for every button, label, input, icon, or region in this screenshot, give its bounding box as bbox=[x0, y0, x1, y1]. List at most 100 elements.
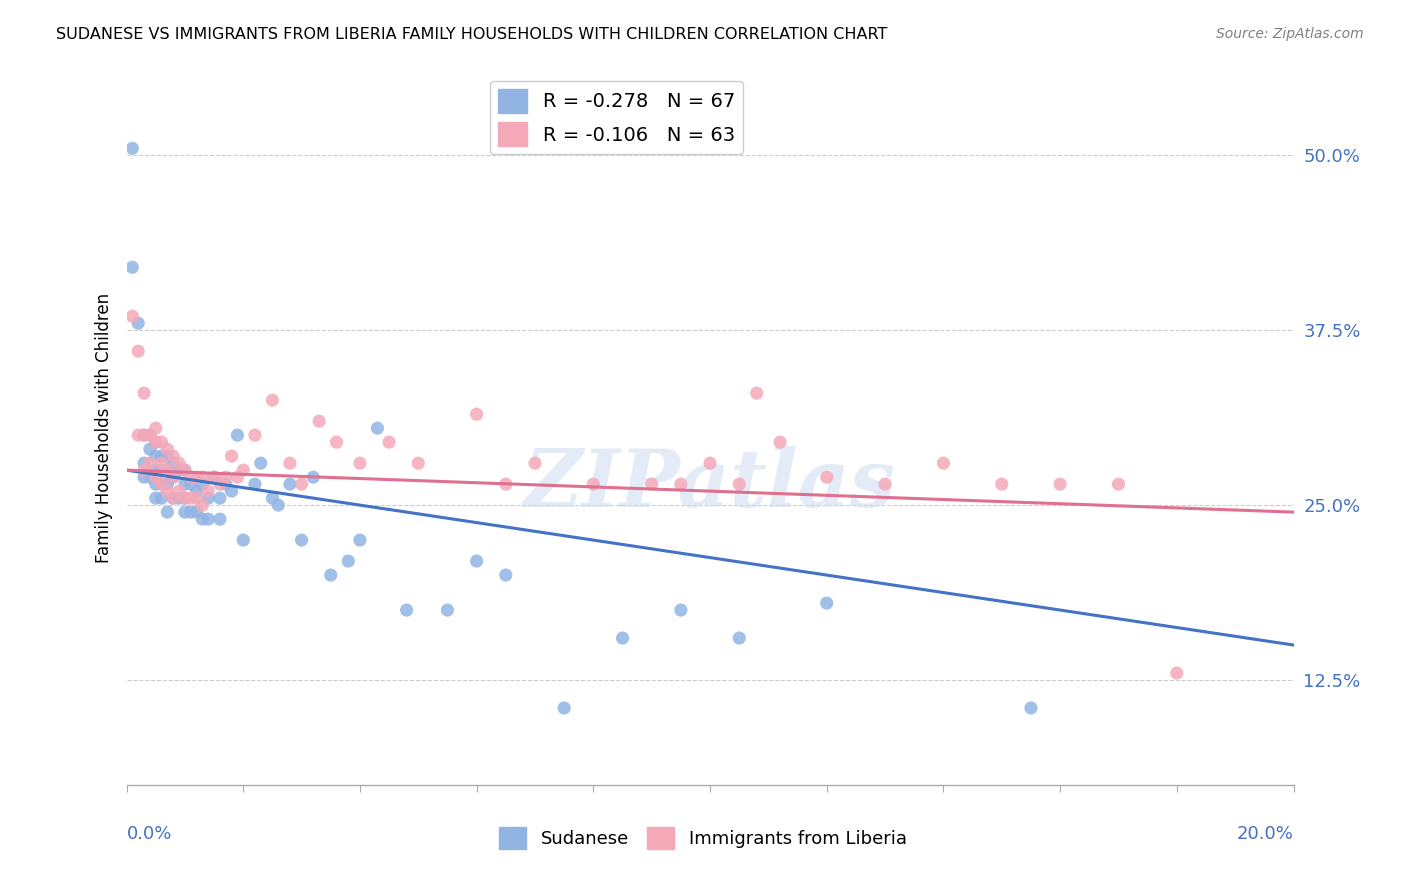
Legend: R = -0.278   N = 67, R = -0.106   N = 63: R = -0.278 N = 67, R = -0.106 N = 63 bbox=[491, 81, 742, 153]
Point bbox=[156, 477, 179, 491]
Point bbox=[191, 512, 214, 526]
Point bbox=[932, 456, 955, 470]
Point bbox=[145, 463, 167, 477]
Point bbox=[249, 456, 271, 470]
Point bbox=[180, 470, 202, 484]
Point bbox=[150, 463, 173, 477]
Point bbox=[180, 477, 202, 491]
Point bbox=[145, 421, 167, 435]
Point bbox=[495, 477, 517, 491]
Point bbox=[132, 470, 155, 484]
Point bbox=[121, 141, 143, 155]
Point bbox=[640, 477, 664, 491]
Point bbox=[186, 491, 208, 505]
Point bbox=[121, 260, 143, 275]
Point bbox=[815, 470, 838, 484]
Point bbox=[191, 477, 214, 491]
Point bbox=[145, 477, 167, 491]
Point bbox=[267, 498, 290, 512]
Point bbox=[290, 533, 312, 547]
Point bbox=[875, 477, 897, 491]
Point bbox=[132, 463, 155, 477]
Point bbox=[745, 386, 768, 401]
Point bbox=[145, 435, 167, 450]
Point bbox=[278, 456, 301, 470]
Point bbox=[162, 491, 184, 505]
Text: 0.0%: 0.0% bbox=[127, 825, 172, 843]
Point bbox=[150, 435, 173, 450]
Point bbox=[202, 470, 225, 484]
Point bbox=[145, 470, 167, 484]
Point bbox=[145, 449, 167, 463]
Point bbox=[186, 484, 208, 499]
Point bbox=[524, 456, 547, 470]
Point bbox=[308, 414, 330, 428]
Text: Source: ZipAtlas.com: Source: ZipAtlas.com bbox=[1216, 27, 1364, 41]
Point bbox=[769, 435, 792, 450]
Point bbox=[990, 477, 1012, 491]
Point bbox=[243, 477, 266, 491]
Point bbox=[1108, 477, 1130, 491]
Point bbox=[132, 428, 155, 442]
Point bbox=[669, 603, 692, 617]
Point bbox=[319, 568, 342, 582]
Point bbox=[191, 498, 214, 512]
Point bbox=[167, 484, 190, 499]
Point bbox=[1049, 477, 1071, 491]
Point bbox=[162, 491, 184, 505]
Point bbox=[1166, 666, 1188, 681]
Point bbox=[132, 456, 155, 470]
Point bbox=[174, 477, 197, 491]
Point bbox=[197, 512, 219, 526]
Point bbox=[150, 449, 173, 463]
Point bbox=[208, 491, 231, 505]
Point bbox=[156, 442, 179, 457]
Point bbox=[278, 477, 301, 491]
Point bbox=[127, 316, 149, 330]
Point bbox=[156, 505, 179, 519]
Point bbox=[612, 631, 634, 645]
Point bbox=[262, 393, 284, 408]
Point bbox=[349, 533, 371, 547]
Point bbox=[156, 463, 179, 477]
Text: ZIPatlas: ZIPatlas bbox=[524, 447, 896, 524]
Point bbox=[139, 428, 162, 442]
Legend: Sudanese, Immigrants from Liberia: Sudanese, Immigrants from Liberia bbox=[492, 820, 914, 856]
Point bbox=[167, 463, 190, 477]
Point bbox=[127, 344, 149, 359]
Point bbox=[262, 491, 284, 505]
Point bbox=[145, 435, 167, 450]
Point bbox=[162, 449, 184, 463]
Point bbox=[215, 477, 238, 491]
Point bbox=[349, 456, 371, 470]
Text: SUDANESE VS IMMIGRANTS FROM LIBERIA FAMILY HOUSEHOLDS WITH CHILDREN CORRELATION : SUDANESE VS IMMIGRANTS FROM LIBERIA FAMI… bbox=[56, 27, 887, 42]
Point bbox=[132, 428, 155, 442]
Point bbox=[232, 463, 254, 477]
Point bbox=[243, 428, 266, 442]
Point bbox=[337, 554, 360, 568]
Point bbox=[669, 477, 692, 491]
Point bbox=[465, 407, 488, 421]
Y-axis label: Family Households with Children: Family Households with Children bbox=[94, 293, 112, 563]
Point bbox=[162, 456, 184, 470]
Point bbox=[197, 491, 219, 505]
Point bbox=[156, 484, 179, 499]
Point bbox=[553, 701, 575, 715]
Point bbox=[132, 386, 155, 401]
Point bbox=[197, 484, 219, 499]
Point bbox=[1019, 701, 1042, 715]
Point bbox=[465, 554, 488, 568]
Point bbox=[139, 442, 162, 457]
Point bbox=[728, 477, 751, 491]
Point bbox=[215, 470, 238, 484]
Point bbox=[162, 470, 184, 484]
Point bbox=[728, 631, 751, 645]
Point bbox=[226, 470, 249, 484]
Point bbox=[139, 470, 162, 484]
Point bbox=[162, 470, 184, 484]
Point bbox=[366, 421, 388, 435]
Point bbox=[127, 428, 149, 442]
Point bbox=[378, 435, 401, 450]
Point bbox=[395, 603, 418, 617]
Point bbox=[121, 310, 143, 324]
